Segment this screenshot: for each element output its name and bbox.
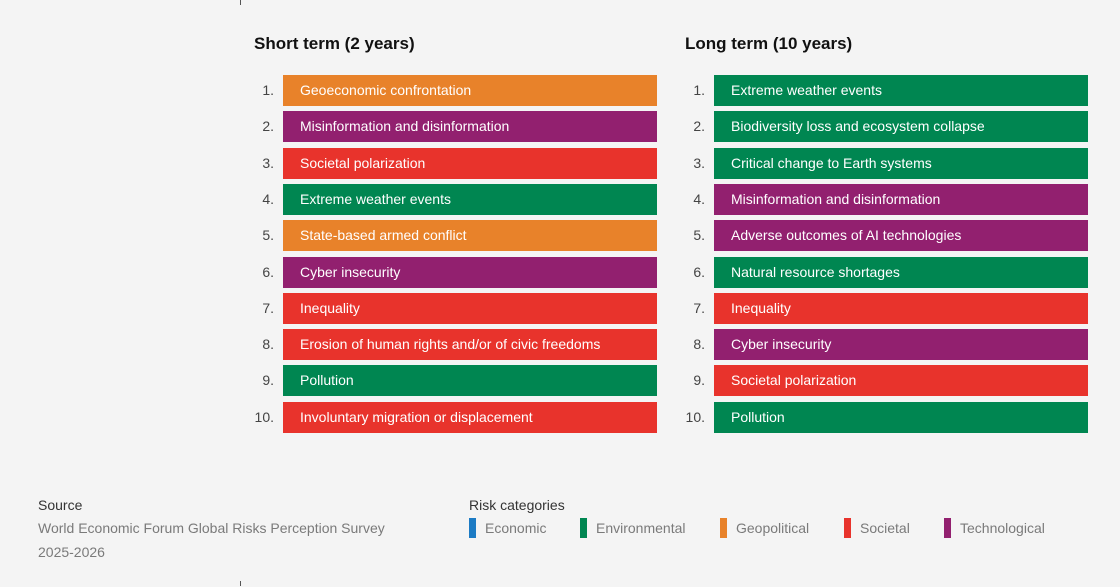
rank: 10. bbox=[685, 408, 705, 425]
rank: 3. bbox=[693, 154, 705, 171]
risk-bar: Erosion of human rights and/or of civic … bbox=[283, 329, 657, 361]
source-text: World Economic Forum Global Risks Percep… bbox=[38, 520, 385, 560]
risk-bar: Involuntary migration or displacement bbox=[283, 401, 657, 433]
rank: 8. bbox=[693, 336, 705, 353]
risk-bar: Misinformation and disinformation bbox=[283, 111, 657, 143]
tick-decoration bbox=[240, 0, 241, 5]
rank: 1. bbox=[693, 82, 705, 98]
legend-swatch bbox=[944, 518, 951, 538]
column-title: Short term (2 years) bbox=[254, 34, 415, 53]
legend-label: Environmental bbox=[596, 520, 686, 536]
rank: 5. bbox=[262, 227, 274, 244]
rank: 10. bbox=[254, 408, 274, 425]
risk-bar: Pollution bbox=[283, 365, 657, 397]
risk-bar: Cyber insecurity bbox=[283, 256, 657, 288]
rank: 8. bbox=[262, 336, 274, 353]
rank: 7. bbox=[262, 299, 274, 316]
risk-bar: Misinformation and disinformation bbox=[714, 183, 1088, 215]
rank: 2. bbox=[693, 118, 705, 135]
risk-bar: Biodiversity loss and ecosystem collapse bbox=[714, 111, 1088, 143]
risk-bar: Adverse outcomes of AI technologies bbox=[714, 220, 1088, 252]
risk-bar: Critical change to Earth systems bbox=[714, 147, 1088, 179]
legend-label: Economic bbox=[485, 520, 547, 536]
risk-bar: Societal polarization bbox=[714, 365, 1088, 397]
risk-bar: Cyber insecurity bbox=[714, 329, 1088, 361]
risk-bar: State-based armed conflict bbox=[283, 220, 657, 252]
risk-bar: Extreme weather events bbox=[714, 75, 1088, 106]
risk-bar: Natural resource shortages bbox=[714, 256, 1088, 288]
risk-bar: Societal polarization bbox=[283, 147, 657, 179]
risk-bar: Geoeconomic confrontation bbox=[283, 75, 657, 106]
rank: 6. bbox=[693, 263, 705, 280]
legend-swatch bbox=[844, 518, 851, 538]
rank: 9. bbox=[262, 372, 274, 389]
rank: 4. bbox=[693, 190, 705, 207]
column-title: Long term (10 years) bbox=[685, 34, 853, 53]
risk-bar: Inequality bbox=[283, 292, 657, 324]
legend-swatch bbox=[469, 518, 476, 538]
legend-label: Technological bbox=[960, 520, 1045, 536]
rank: 6. bbox=[262, 263, 274, 280]
rank: 7. bbox=[693, 299, 705, 316]
risk-bar: Inequality bbox=[714, 292, 1088, 324]
risk-bar: Extreme weather events bbox=[283, 183, 657, 215]
rank: 2. bbox=[262, 118, 274, 135]
rank: 9. bbox=[693, 372, 705, 389]
source-label: Source bbox=[38, 497, 83, 513]
legend-swatch bbox=[720, 518, 727, 538]
risk-bar: Pollution bbox=[714, 401, 1088, 433]
legend-swatch bbox=[580, 518, 587, 538]
rank: 1. bbox=[262, 82, 274, 98]
rank: 5. bbox=[693, 227, 705, 244]
legend-label: Societal bbox=[860, 520, 910, 536]
legend-label: Geopolitical bbox=[736, 520, 810, 536]
legend-title: Risk categories bbox=[469, 497, 565, 513]
tick-decoration bbox=[240, 581, 241, 586]
rank: 3. bbox=[262, 154, 274, 171]
rank: 4. bbox=[262, 190, 274, 207]
